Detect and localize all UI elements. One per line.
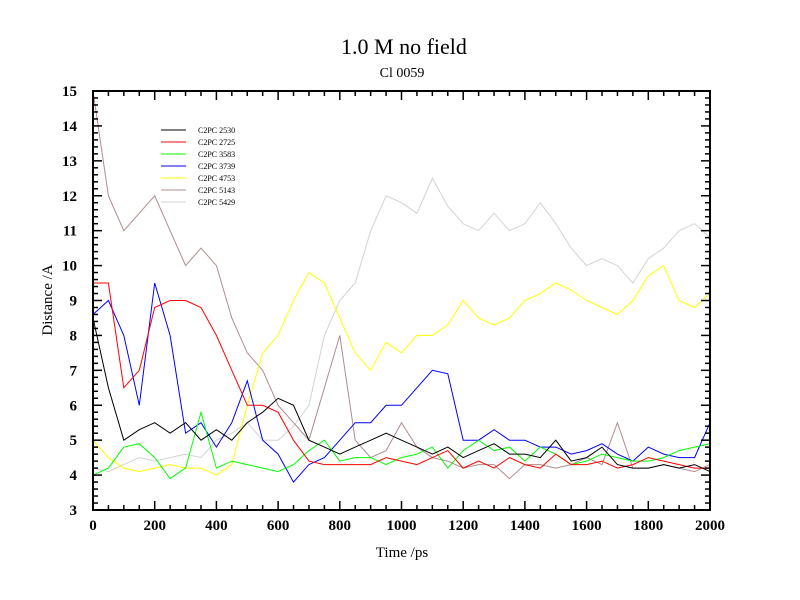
axis-ticks: 0 200 400 600 800 1000 1200 1400 1600 1800 2000 3 4 5… xyxy=(62,84,725,534)
x-tick-label: 1600 xyxy=(572,518,602,534)
series-line-c2pc-2530 xyxy=(92,317,711,473)
x-tick-label: 1400 xyxy=(510,518,540,534)
x-tick-label: 200 xyxy=(143,518,166,534)
y-tick-label: 7 xyxy=(70,363,78,379)
chart-subtitle: Cl 0059 xyxy=(380,66,425,81)
legend: C2PC 2530 C2PC 2725 C2PC 3583 C2PC 3739 C2PC… xyxy=(161,126,235,207)
y-tick-label: 5 xyxy=(70,433,78,449)
x-axis-label: Time /ps xyxy=(376,545,429,561)
x-tick-label: 400 xyxy=(205,518,228,534)
x-tick-label: 800 xyxy=(329,518,352,534)
x-tick-label: 2000 xyxy=(695,518,725,534)
y-tick-label: 13 xyxy=(62,154,77,170)
x-tick-label: 1800 xyxy=(633,518,663,534)
x-tick-label: 0 xyxy=(89,518,97,534)
y-axis-label: Distance /A xyxy=(40,264,56,335)
legend-label: C2PC 2530 xyxy=(198,126,235,135)
y-tick-label: 15 xyxy=(62,84,77,100)
x-tick-label: 1200 xyxy=(448,518,478,534)
y-tick-label: 6 xyxy=(70,398,78,414)
y-tick-label: 9 xyxy=(70,294,78,310)
legend-label: C2PC 5143 xyxy=(198,186,235,195)
series-layer xyxy=(92,90,711,483)
series-line-c2pc-5429 xyxy=(92,177,711,473)
series-line-c2pc-2725 xyxy=(93,282,710,469)
legend-label: C2PC 2725 xyxy=(198,138,235,147)
y-tick-label: 14 xyxy=(62,119,78,135)
y-tick-label: 3 xyxy=(70,503,78,519)
series-line-c2pc-5143 xyxy=(92,90,711,480)
y-tick-label: 4 xyxy=(70,468,78,484)
y-tick-label: 8 xyxy=(70,328,78,344)
chart-title: 1.0 M no field xyxy=(341,34,467,59)
legend-label: C2PC 5429 xyxy=(198,198,235,207)
series-line-c2pc-3739 xyxy=(92,282,711,483)
y-tick-label: 10 xyxy=(62,259,77,275)
legend-label: C2PC 3583 xyxy=(198,150,235,159)
series-line-c2pc-4753 xyxy=(92,264,711,476)
legend-label: C2PC 4753 xyxy=(198,174,235,183)
y-tick-label: 11 xyxy=(63,224,77,240)
series-line-c2pc-3583 xyxy=(92,410,711,480)
x-tick-label: 600 xyxy=(267,518,290,534)
legend-label: C2PC 3739 xyxy=(198,162,235,171)
x-tick-label: 1000 xyxy=(387,518,417,534)
y-tick-label: 12 xyxy=(62,189,77,205)
